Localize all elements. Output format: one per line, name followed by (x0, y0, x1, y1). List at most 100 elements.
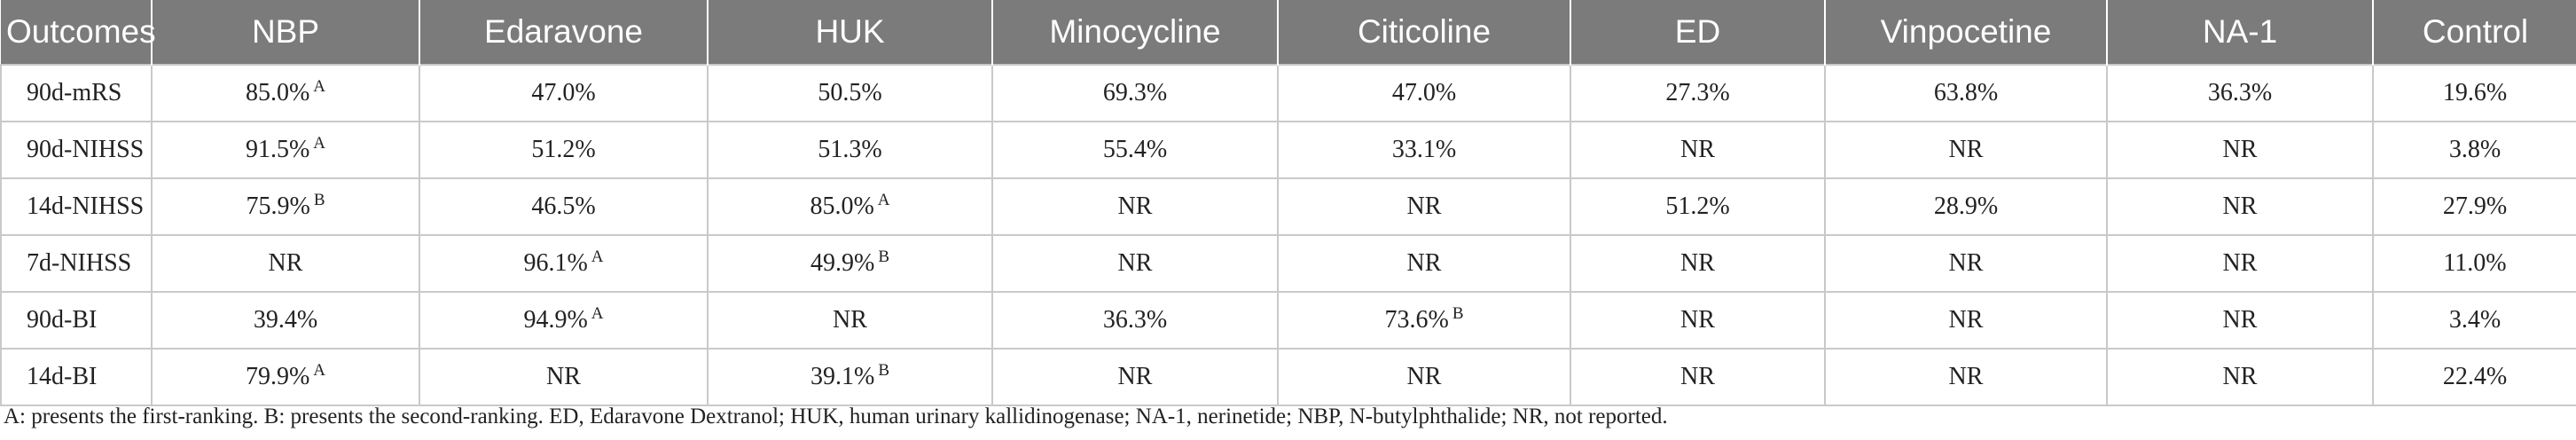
table-cell: NR (1277, 349, 1570, 406)
table-cell: NR (991, 349, 1278, 406)
cell-value: 51.2% (1665, 192, 1730, 220)
column-header-huk: HUK (707, 0, 992, 65)
cell-value: NR (268, 249, 303, 277)
table-cell: NR (991, 178, 1278, 236)
column-header-control: Control (2372, 0, 2576, 65)
table-cell: 91.5% A (151, 122, 419, 179)
table-cell: 69.3% (991, 64, 1278, 122)
cell-value: NR (2222, 306, 2258, 334)
cell-value: NR (1948, 306, 1984, 334)
cell-value: NR (2222, 363, 2258, 390)
table-cell: 73.6% B (1277, 292, 1570, 350)
table-cell: 79.9% A (151, 349, 419, 406)
table-row: 7d-NIHSS NR 96.1% A 49.9% B NR NR NR NR NR 11.0% (0, 235, 2576, 293)
rank-superscript: A (313, 360, 326, 380)
table-cell: 47.0% (419, 64, 708, 122)
table-row: 90d-NIHSS 91.5% A 51.2% 51.3% 55.4% 33.1% NR NR N… (0, 122, 2576, 179)
outcome-label: 90d-NIHSS (0, 122, 152, 179)
cell-value: 19.6% (2442, 79, 2508, 106)
rank-superscript: B (878, 360, 889, 380)
outcome-label: 7d-NIHSS (0, 235, 152, 293)
table-cell: NR (1570, 349, 1825, 406)
cell-value: 63.8% (1933, 79, 1999, 106)
table-cell: NR (1277, 178, 1570, 236)
cell-value: 73.6% (1384, 306, 1449, 334)
cell-value: NR (1680, 249, 1715, 277)
table-cell: 39.4% (151, 292, 419, 350)
rank-superscript: B (1452, 303, 1464, 323)
table-cell: 96.1% A (419, 235, 708, 293)
table-cell: NR (1824, 122, 2107, 179)
table-cell: NR (1824, 349, 2107, 406)
cell-value: 50.5% (818, 79, 882, 106)
table-cell: NR (1824, 235, 2107, 293)
table-cell: 51.3% (707, 122, 992, 179)
cell-value: 33.1% (1391, 136, 1457, 163)
cell-value: NR (1117, 192, 1153, 220)
table-cell: 3.8% (2372, 122, 2576, 179)
table-cell: NR (707, 292, 992, 350)
column-header-citicoline: Citicoline (1277, 0, 1570, 65)
cell-value: 51.2% (531, 136, 596, 163)
table-cell: 22.4% (2372, 349, 2576, 406)
cell-value: 85.0% (245, 79, 310, 106)
table-cell: 33.1% (1277, 122, 1570, 179)
table-cell: NR (1570, 122, 1825, 179)
cell-value: NR (2222, 192, 2258, 220)
table-row: 14d-BI 79.9% A NR 39.1% B NR NR NR NR NR 22.4% (0, 349, 2576, 406)
cell-value: 39.4% (253, 306, 318, 334)
cell-value: 22.4% (2442, 363, 2508, 390)
table-cell: 27.3% (1570, 64, 1825, 122)
cell-value: 27.9% (2442, 192, 2508, 220)
table-cell: 63.8% (1824, 64, 2107, 122)
rank-superscript: A (591, 247, 604, 266)
cell-value: NR (1948, 249, 1984, 277)
column-header-vinpocetine: Vinpocetine (1824, 0, 2107, 65)
table-cell: NR (2106, 349, 2373, 406)
table-cell: 27.9% (2372, 178, 2576, 236)
rank-superscript: A (313, 76, 326, 96)
cell-value: 36.3% (2207, 79, 2273, 106)
table-body: 90d-mRS 85.0% A 47.0% 50.5% 69.3% 47.0% 27.3% 63… (0, 64, 2576, 406)
table-cell: NR (2106, 292, 2373, 350)
table-cell: 36.3% (991, 292, 1278, 350)
cell-value: NR (546, 363, 581, 390)
cell-value: 47.0% (1391, 79, 1457, 106)
cell-value: NR (1948, 136, 1984, 163)
outcome-label: 90d-mRS (0, 64, 152, 122)
table-cell: NR (1570, 235, 1825, 293)
rank-superscript: B (313, 190, 325, 209)
cell-value: NR (1406, 249, 1442, 277)
cell-value: NR (1680, 306, 1715, 334)
table-row: 90d-BI 39.4% 94.9% A NR 36.3% 73.6% B NR NR NR 3.4% (0, 292, 2576, 350)
rank-superscript: A (313, 133, 326, 153)
cell-value: 55.4% (1102, 136, 1168, 163)
table-cell: NR (2106, 235, 2373, 293)
outcome-label: 90d-BI (0, 292, 152, 350)
cell-value: NR (1406, 192, 1442, 220)
cell-value: 39.1% (810, 363, 875, 390)
table-cell: NR (991, 235, 1278, 293)
table-footnote: A: presents the first-ranking. B: presen… (4, 405, 1668, 428)
column-header-outcomes: Outcomes (1, 0, 156, 65)
cell-value: 51.3% (818, 136, 882, 163)
cell-value: 91.5% (245, 136, 310, 163)
table-cell: 39.1% B (707, 349, 992, 406)
table-cell: 19.6% (2372, 64, 2576, 122)
column-header-na-1: NA-1 (2106, 0, 2373, 65)
table-cell: 3.4% (2372, 292, 2576, 350)
cell-value: 46.5% (531, 192, 596, 220)
table-cell: NR (1824, 292, 2107, 350)
table-cell: 75.9% B (151, 178, 419, 236)
cell-value: 3.8% (2448, 136, 2502, 163)
cell-value: 75.9% (246, 192, 310, 220)
cell-value: 3.4% (2448, 306, 2502, 334)
table-cell: 85.0% A (151, 64, 419, 122)
table-cell: NR (2106, 122, 2373, 179)
cell-value: 28.9% (1933, 192, 1999, 220)
table-cell: 50.5% (707, 64, 992, 122)
cell-value: NR (1948, 363, 1984, 390)
cell-value: 85.0% (810, 192, 874, 220)
column-header-nbp: NBP (151, 0, 419, 65)
cell-value: NR (1680, 363, 1715, 390)
